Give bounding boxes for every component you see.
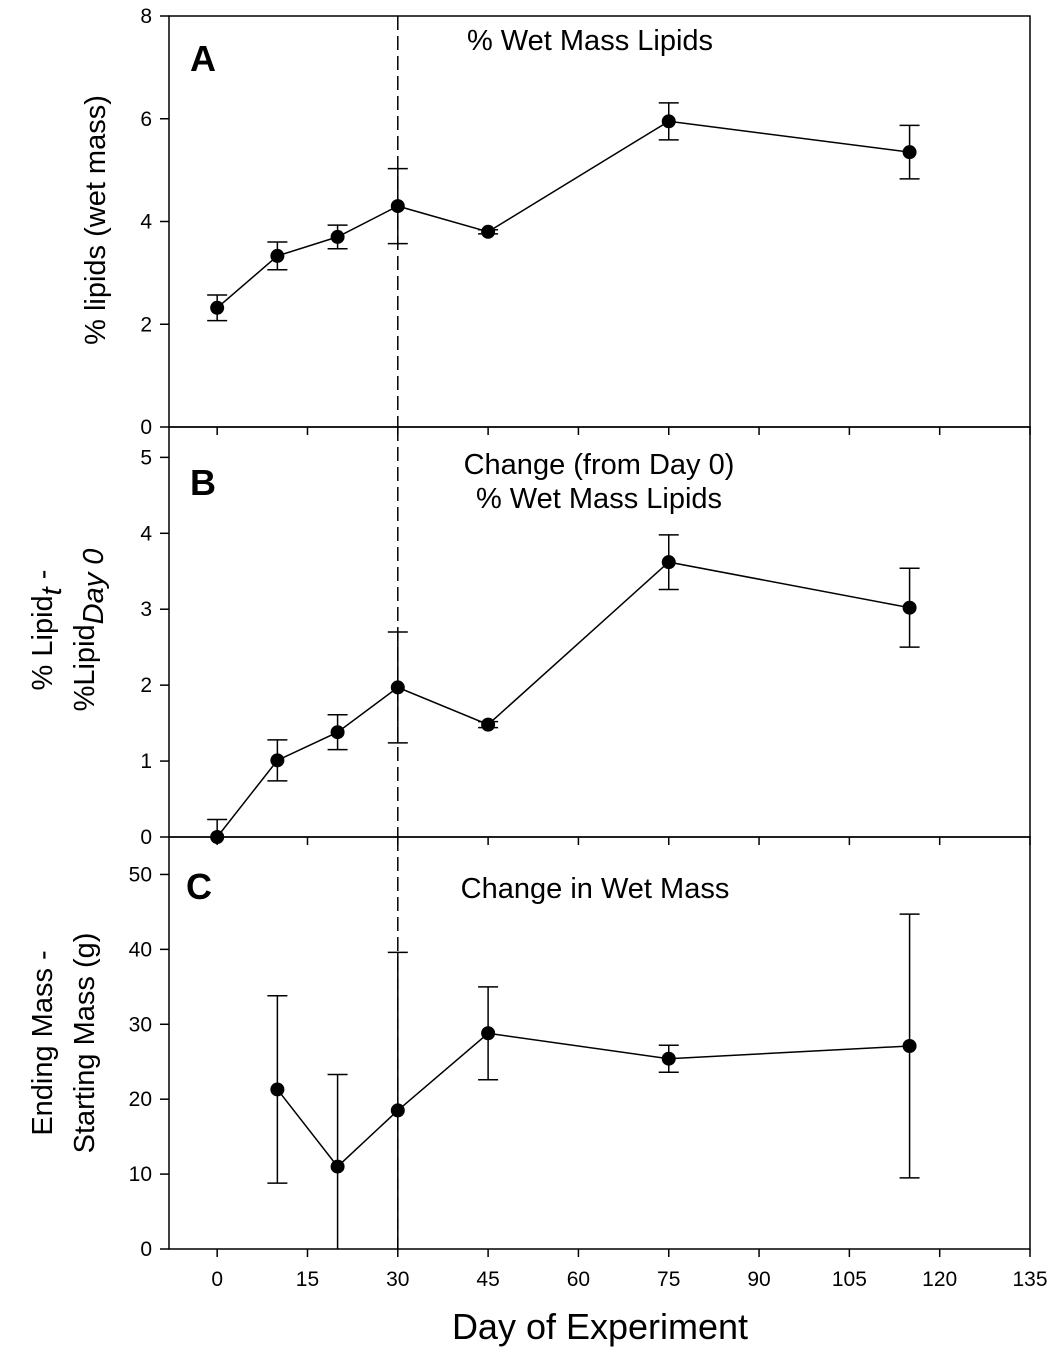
panel-b-y-tick-label: 3	[140, 598, 152, 621]
panel-a-data-point	[270, 248, 285, 263]
panel-a-y-axis: 0 2 4 6 8	[140, 5, 169, 439]
panel-c-frame	[168, 836, 1031, 1250]
panel-a-letter: A	[190, 38, 216, 79]
panel-a-title: % Wet Mass Lipids	[467, 25, 713, 57]
panel-b-data-point	[481, 717, 496, 732]
x-tick-label: 75	[657, 1268, 680, 1291]
panel-c-data-point	[902, 1038, 917, 1053]
panel-b-series-line	[216, 561, 910, 838]
panel-b-y-label-line2-main: %Lipid	[69, 624, 101, 711]
panel-b-data-point	[902, 600, 917, 615]
panel-a-data-point	[661, 114, 676, 129]
panel-a-data-point	[481, 224, 496, 239]
panel-a-y-tick-label: 6	[140, 108, 152, 131]
panel-b-y-tick-label: 2	[140, 674, 152, 697]
panel-b-y-label-line1-suffix: -	[27, 570, 59, 588]
panel-b-y-label-line1-main: % Lipid	[27, 595, 59, 690]
panel-b-data-point	[270, 753, 285, 768]
panel-b-y-tick-label: 5	[140, 446, 152, 469]
panel-b-x-ticks	[216, 837, 1031, 845]
panel-c-y-tick-label: 40	[129, 938, 152, 961]
panel-a-data-point	[390, 199, 405, 214]
panel-a-y-tick-label: 0	[140, 416, 152, 439]
panel-a: 0 2 4 6 8 A % Wet Mass Lipids % lipids (wet …	[80, 5, 1031, 439]
panel-c-y-tick-label: 10	[129, 1163, 152, 1186]
panel-b-y-label-line2-subscript: Day 0	[78, 549, 110, 625]
panel-c-y-tick-label: 30	[129, 1013, 152, 1036]
x-tick-label: 60	[567, 1268, 590, 1291]
panel-b-y-axis: 0 1 2 3 4 5	[140, 446, 169, 849]
panel-c-data-point	[481, 1026, 496, 1041]
panel-c: 0 10 20 30 40 50 0 15 30 45 60 75 90 105 120 135 C Cha…	[27, 836, 1048, 1347]
panel-c-y-tick-label: 20	[129, 1088, 152, 1111]
panel-b-subtitle: % Wet Mass Lipids	[476, 483, 722, 515]
panel-c-y-label-line2: Starting Mass (g)	[69, 933, 101, 1154]
panel-c-y-label-line1: Ending Mass -	[27, 950, 59, 1135]
panel-a-series	[207, 102, 920, 322]
panel-a-y-tick-label: 2	[140, 313, 152, 336]
panel-b-y-tick-label: 0	[140, 826, 152, 849]
panel-c-series-line	[276, 1032, 910, 1168]
panel-a-data-point	[210, 300, 225, 315]
x-tick-label: 30	[386, 1268, 409, 1291]
x-tick-label: 135	[1012, 1268, 1047, 1291]
panel-c-title: Change in Wet Mass	[461, 873, 730, 905]
panel-c-data-point	[270, 1082, 285, 1097]
panel-a-frame	[168, 15, 1031, 428]
panel-b: 0 1 2 3 4 5 B Change (from Day 0) % Wet Mass …	[27, 426, 1031, 849]
panel-b-data-point	[330, 725, 345, 740]
x-axis-label: Day of Experiment	[452, 1306, 748, 1347]
panel-b-y-tick-label: 4	[140, 522, 152, 545]
panel-c-y-axis: 0 10 20 30 40 50	[129, 863, 169, 1261]
x-tick-label: 90	[747, 1268, 770, 1291]
panel-b-series	[207, 534, 920, 844]
panel-b-title: Change (from Day 0)	[464, 449, 735, 481]
panel-a-data-point	[330, 229, 345, 244]
panel-b-letter: B	[190, 462, 216, 503]
panel-b-data-point	[661, 555, 676, 570]
x-tick-label: 105	[832, 1268, 867, 1291]
x-tick-label: 45	[476, 1268, 499, 1291]
x-tick-label: 120	[922, 1268, 957, 1291]
panel-a-y-tick-label: 8	[140, 5, 152, 28]
panel-b-y-label-line1-subscript: t	[36, 585, 68, 595]
panel-a-x-ticks	[216, 427, 1031, 435]
panel-a-series-line	[216, 120, 910, 309]
panel-b-data-point	[390, 680, 405, 695]
panel-a-data-point	[902, 145, 917, 160]
panel-b-y-label-line2: %LipidDay 0	[69, 549, 110, 712]
panel-c-y-tick-label: 50	[129, 863, 152, 886]
x-tick-label: 15	[296, 1268, 319, 1291]
x-tick-label: 0	[211, 1268, 223, 1291]
panel-c-data-point	[390, 1103, 405, 1118]
panel-c-letter: C	[186, 866, 212, 907]
panel-b-y-label-line1: % Lipidt -	[27, 570, 68, 691]
panel-c-y-tick-label: 0	[140, 1238, 152, 1261]
panel-b-y-tick-label: 1	[140, 750, 152, 773]
panel-c-series	[267, 913, 920, 1249]
panel-a-y-label: % lipids (wet mass)	[80, 95, 112, 345]
panel-c-x-axis: 0 15 30 45 60 75 90 105 120 135	[211, 1249, 1048, 1291]
panel-c-data-point	[661, 1051, 676, 1066]
panel-c-data-point	[330, 1159, 345, 1174]
panel-a-y-tick-label: 4	[140, 211, 152, 234]
